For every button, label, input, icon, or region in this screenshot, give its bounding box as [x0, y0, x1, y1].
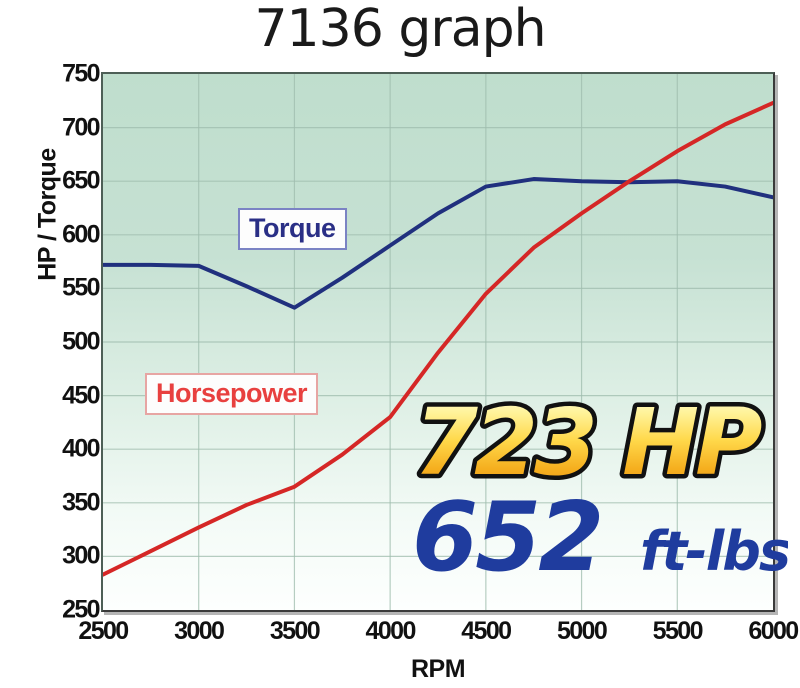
y-axis-tick-400: 400 — [62, 434, 101, 463]
y-axis-tick-500: 500 — [62, 327, 101, 356]
x-axis-tick-3000: 3000 — [174, 617, 225, 645]
x-axis-tick-6000: 6000 — [748, 617, 799, 645]
legend-tag-horsepower: Horsepower — [145, 373, 319, 415]
callout-torque-unit: ft-lbs — [640, 520, 788, 583]
y-axis-tick-600: 600 — [62, 220, 101, 249]
callout-torque: 652 ft-lbs — [412, 484, 788, 593]
callout-hp-fill: 723 HP — [414, 392, 762, 492]
y-axis-tick-450: 450 — [62, 381, 101, 410]
callout-horsepower: 723 HP 723 HP — [410, 392, 771, 492]
legend-tag-torque: Torque — [238, 208, 347, 250]
y-axis-tick-700: 700 — [62, 113, 101, 142]
x-axis-tick-2500: 2500 — [78, 617, 129, 645]
chart-title: 7136 graph — [254, 0, 546, 59]
plot-area — [101, 72, 775, 612]
x-axis-tick-5000: 5000 — [556, 617, 608, 645]
series-line-torque — [103, 177, 773, 310]
x-axis-tick-4500: 4500 — [461, 617, 512, 645]
x-axis-tick-5500: 5500 — [652, 617, 704, 645]
callout-torque-number: 652 — [412, 484, 601, 593]
peak-values-callout: 723 HP 723 HP 652 ft-lbs — [408, 392, 789, 593]
y-axis-tick-750: 750 — [62, 59, 101, 88]
y-axis-tick-350: 350 — [62, 488, 101, 517]
y-axis-tick-300: 300 — [62, 541, 101, 570]
x-axis-tick-3500: 3500 — [269, 617, 321, 645]
series-line-horsepower — [103, 100, 773, 577]
x-axis-tick-4000: 4000 — [365, 617, 417, 645]
x-axis-title: RPM — [410, 655, 466, 683]
y-axis-tick-labels: 750 700 650 600 550 500 450 400 350 300 250 — [0, 0, 101, 688]
y-axis-tick-250: 250 — [62, 595, 101, 624]
callout-hp-outline: 723 HP — [414, 392, 762, 492]
plot-svg — [103, 74, 773, 610]
y-axis-tick-650: 650 — [62, 166, 101, 195]
series-lines — [103, 100, 773, 577]
y-axis-tick-550: 550 — [62, 273, 101, 302]
